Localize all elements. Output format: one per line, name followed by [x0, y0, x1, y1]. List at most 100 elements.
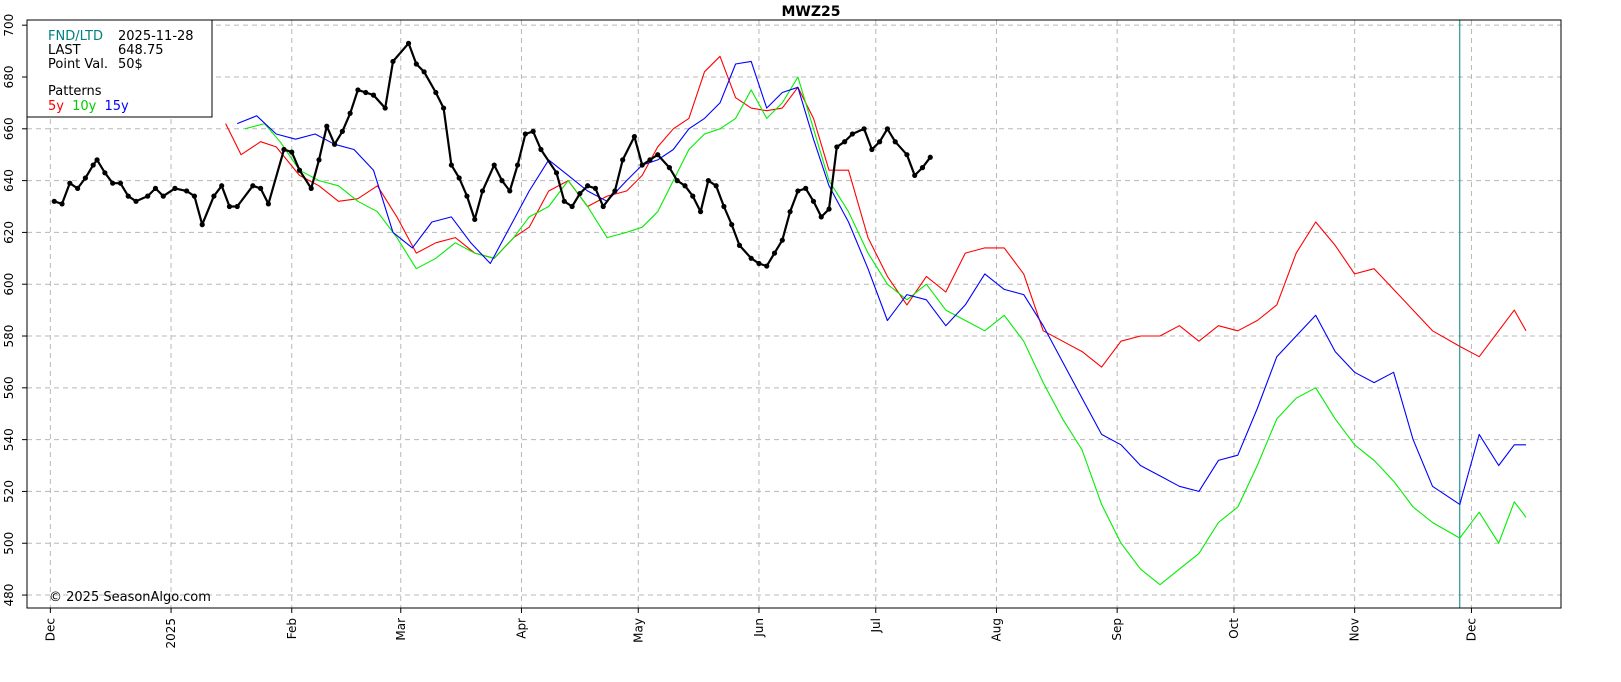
- patterns-label: Patterns: [48, 84, 102, 99]
- price-point: [514, 162, 521, 168]
- legend-15y: 15y: [105, 99, 130, 114]
- y-tick-label: 660: [2, 117, 16, 140]
- price-point: [631, 133, 637, 140]
- price-point: [102, 170, 108, 176]
- price-point: [172, 185, 178, 191]
- price-point: [834, 144, 840, 150]
- y-tick-label: 700: [2, 14, 16, 37]
- price-point: [655, 152, 661, 158]
- price-point: [110, 180, 116, 186]
- price-point: [682, 183, 688, 189]
- info-pointval-label: Point Val.: [48, 57, 108, 72]
- price-point: [674, 177, 680, 184]
- price-point: [787, 209, 793, 215]
- price-point: [592, 185, 599, 191]
- y-tick-label: 500: [2, 532, 16, 555]
- price-point: [370, 92, 377, 98]
- price-point: [464, 193, 470, 199]
- price-point: [160, 193, 166, 199]
- info-last-value: 648.75: [118, 43, 164, 58]
- x-tick-label: Nov: [1348, 618, 1362, 641]
- price-point: [884, 126, 891, 132]
- price-point: [771, 250, 778, 256]
- price-point: [810, 198, 817, 204]
- price-point: [861, 126, 867, 132]
- info-last-label: LAST: [48, 43, 81, 58]
- price-point: [479, 188, 486, 194]
- price-point: [75, 185, 81, 191]
- price-point: [390, 58, 396, 65]
- price-point: [51, 198, 57, 204]
- price-point: [577, 190, 583, 197]
- price-point: [612, 188, 618, 194]
- series-layer: [51, 20, 1527, 608]
- patterns-legend: 5y 10y 15y: [48, 99, 129, 114]
- legend-10y: 10y: [72, 99, 97, 114]
- series-line-10y: [244, 76, 1527, 586]
- price-point: [639, 162, 645, 168]
- price-point: [620, 157, 626, 163]
- y-tick-label: 640: [2, 169, 16, 192]
- price-point: [90, 162, 96, 168]
- price-point: [553, 170, 560, 176]
- price-point: [421, 69, 427, 75]
- price-point: [145, 193, 151, 199]
- price-point: [184, 188, 190, 194]
- x-tick-label: May: [631, 618, 645, 643]
- price-point: [94, 157, 100, 163]
- y-tick-label: 560: [2, 376, 16, 399]
- price-point: [211, 193, 217, 199]
- price-point: [250, 183, 256, 189]
- price-point: [405, 40, 412, 46]
- chart-title: MWZ25: [781, 4, 840, 20]
- info-fnd-value: 2025-11-28: [118, 29, 194, 44]
- y-tick-label: 540: [2, 428, 16, 451]
- price-point: [226, 203, 233, 210]
- info-box-frame: [26, 19, 213, 118]
- info-pointval-value: 50$: [118, 57, 143, 72]
- series-line-15y: [236, 60, 1526, 505]
- y-tick-label: 580: [2, 325, 16, 348]
- price-point: [324, 123, 330, 129]
- price-point: [690, 193, 696, 199]
- price-point: [265, 201, 271, 207]
- price-point: [499, 177, 505, 184]
- price-point: [59, 201, 65, 207]
- price-point: [892, 139, 898, 145]
- price-point: [826, 206, 832, 212]
- axis-layer: 480 500 520 540 560 580 600 620 640 660 680 700 Dec 2…: [2, 14, 1478, 649]
- price-point: [803, 185, 809, 191]
- price-point: [472, 216, 478, 223]
- x-tick-label: Apr: [514, 618, 528, 639]
- price-point: [666, 165, 673, 171]
- price-point: [748, 255, 754, 261]
- price-point: [308, 185, 314, 191]
- price-point: [191, 193, 198, 199]
- price-point: [289, 149, 295, 155]
- price-point: [869, 146, 875, 153]
- price-point: [133, 198, 139, 204]
- price-point: [795, 188, 801, 194]
- price-point: [600, 203, 606, 210]
- price-point: [491, 162, 497, 168]
- price-point: [530, 128, 536, 134]
- price-point: [296, 167, 303, 173]
- price-point: [919, 165, 926, 171]
- price-point: [705, 177, 711, 184]
- price-point: [764, 263, 770, 269]
- y-tick-label: 620: [2, 221, 16, 244]
- price-point: [199, 222, 205, 228]
- price-point: [877, 139, 883, 145]
- price-point: [440, 105, 447, 111]
- price-point: [67, 180, 73, 186]
- x-tick-label: 2025: [164, 618, 178, 649]
- price-point: [234, 203, 240, 210]
- price-point: [339, 128, 345, 134]
- price-point: [585, 183, 591, 189]
- price-point: [152, 185, 159, 191]
- price-point: [697, 209, 704, 215]
- price-point: [382, 105, 388, 111]
- x-tick-label: Jun: [752, 618, 766, 638]
- price-point: [522, 131, 528, 137]
